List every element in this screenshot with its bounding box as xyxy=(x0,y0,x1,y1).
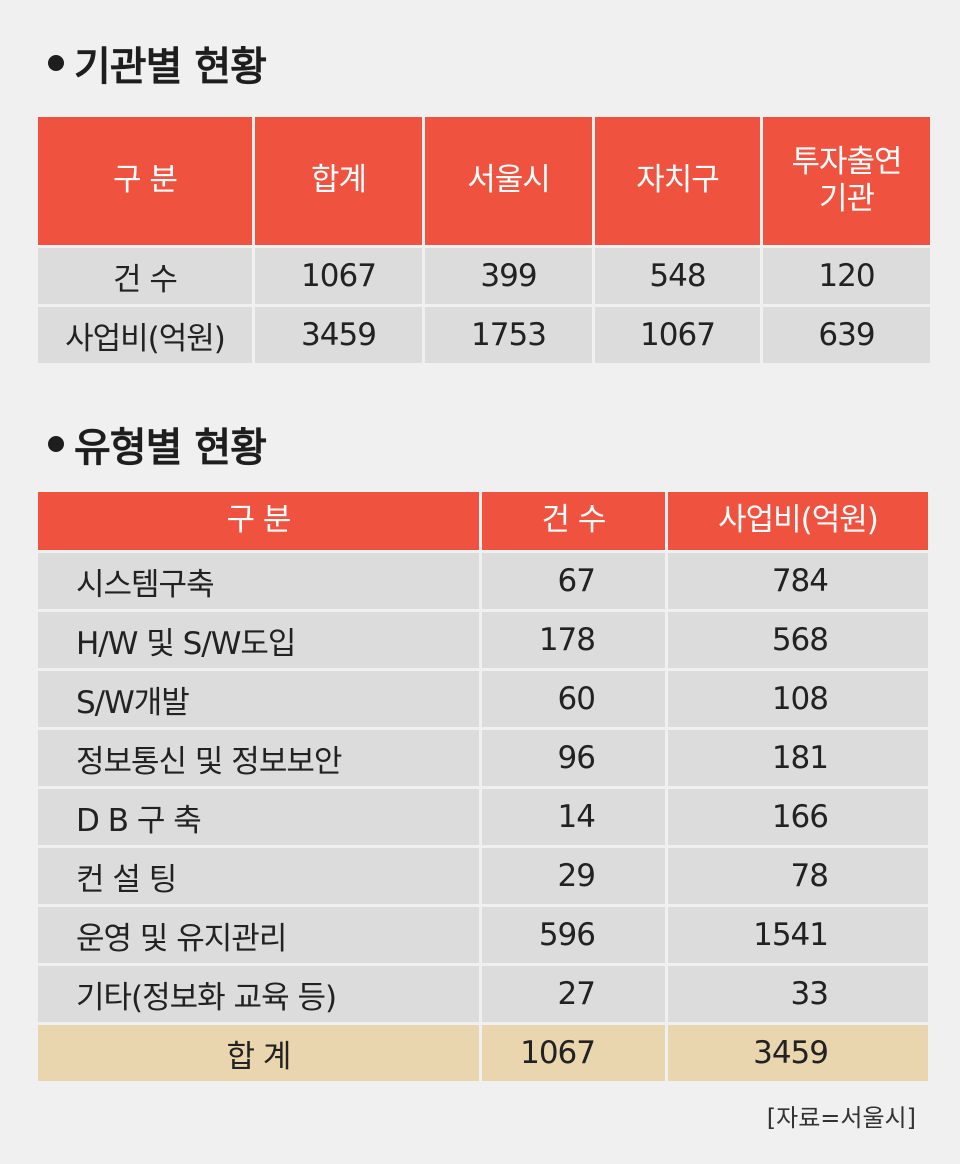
total-cost: 3459 xyxy=(665,1022,931,1084)
section-title-by-type: 유형별 현황 xyxy=(48,415,267,473)
table-row: D B 구 축 14 166 xyxy=(35,786,931,848)
cell-count: 67 xyxy=(479,550,668,612)
cell-cost: 181 xyxy=(665,727,931,789)
table-row: 사업비(억원) 3459 1753 1067 639 xyxy=(35,304,933,366)
agency-status-table: 구 분 합계 서울시 자치구 투자출연 기관 건 수 1067 399 548 … xyxy=(35,114,933,366)
cell-cost: 33 xyxy=(665,963,931,1025)
cell-cost: 78 xyxy=(665,845,931,907)
header-seoul: 서울시 xyxy=(422,114,595,248)
cell-count: 14 xyxy=(479,786,668,848)
row-label: 컨 설 팅 xyxy=(35,845,482,907)
type-status-table: 구 분 건 수 사업비(억원) 시스템구축 67 784 H/W 및 S/W도입… xyxy=(35,489,931,1084)
cell-value: 548 xyxy=(592,245,763,307)
cell-count: 29 xyxy=(479,845,668,907)
row-label: D B 구 축 xyxy=(35,786,482,848)
cell-value: 1067 xyxy=(252,245,425,307)
header-invested-agency: 투자출연 기관 xyxy=(760,114,933,248)
row-label: 시스템구축 xyxy=(35,550,482,612)
section-title-text: 유형별 현황 xyxy=(74,425,267,471)
cell-count: 60 xyxy=(479,668,668,730)
header-district: 자치구 xyxy=(592,114,763,248)
bullet-icon xyxy=(48,436,64,452)
row-label: 운영 및 유지관리 xyxy=(35,904,482,966)
cell-cost: 108 xyxy=(665,668,931,730)
table-row: 시스템구축 67 784 xyxy=(35,550,931,612)
row-label: 사업비(억원) xyxy=(35,304,255,366)
row-label: H/W 및 S/W도입 xyxy=(35,609,482,671)
table-row: H/W 및 S/W도입 178 568 xyxy=(35,609,931,671)
table-row: 기타(정보화 교육 등) 27 33 xyxy=(35,963,931,1025)
source-note: [자료=서울시] xyxy=(766,1104,916,1132)
cell-cost: 784 xyxy=(665,550,931,612)
cell-value: 1753 xyxy=(422,304,595,366)
cell-value: 399 xyxy=(422,245,595,307)
section-title-by-agency: 기관별 현황 xyxy=(48,34,267,92)
table-header-row: 구 분 합계 서울시 자치구 투자출연 기관 xyxy=(35,114,933,248)
total-row: 합 계 1067 3459 xyxy=(35,1022,931,1084)
bullet-icon xyxy=(48,55,64,71)
header-category: 구 분 xyxy=(35,489,482,553)
cell-value: 120 xyxy=(760,245,933,307)
row-label: 정보통신 및 정보보안 xyxy=(35,727,482,789)
total-label: 합 계 xyxy=(35,1022,482,1084)
header-total: 합계 xyxy=(252,114,425,248)
cell-count: 178 xyxy=(479,609,668,671)
header-cost: 사업비(억원) xyxy=(665,489,931,553)
table-row: 정보통신 및 정보보안 96 181 xyxy=(35,727,931,789)
table-row: 운영 및 유지관리 596 1541 xyxy=(35,904,931,966)
header-count: 건 수 xyxy=(479,489,668,553)
row-label: 건 수 xyxy=(35,245,255,307)
total-count: 1067 xyxy=(479,1022,668,1084)
cell-count: 596 xyxy=(479,904,668,966)
cell-value: 639 xyxy=(760,304,933,366)
header-category: 구 분 xyxy=(35,114,255,248)
section-title-text: 기관별 현황 xyxy=(74,44,267,90)
cell-value: 1067 xyxy=(592,304,763,366)
row-label: 기타(정보화 교육 등) xyxy=(35,963,482,1025)
cell-count: 27 xyxy=(479,963,668,1025)
table-row: 건 수 1067 399 548 120 xyxy=(35,245,933,307)
table-row: 컨 설 팅 29 78 xyxy=(35,845,931,907)
cell-cost: 166 xyxy=(665,786,931,848)
table-row: S/W개발 60 108 xyxy=(35,668,931,730)
cell-count: 96 xyxy=(479,727,668,789)
cell-cost: 568 xyxy=(665,609,931,671)
cell-cost: 1541 xyxy=(665,904,931,966)
table-header-row: 구 분 건 수 사업비(억원) xyxy=(35,489,931,553)
row-label: S/W개발 xyxy=(35,668,482,730)
cell-value: 3459 xyxy=(252,304,425,366)
